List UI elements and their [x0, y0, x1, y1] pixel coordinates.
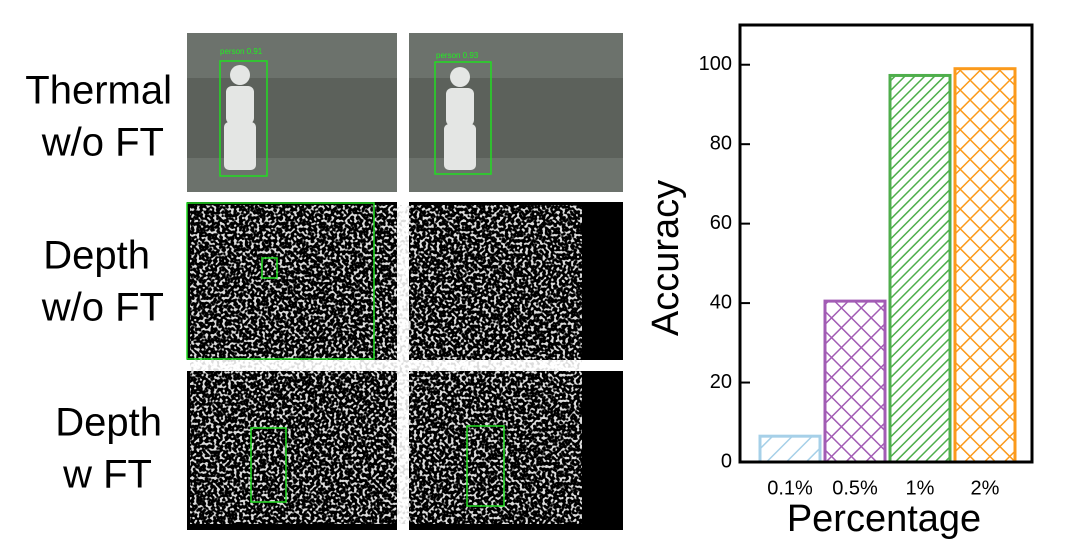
- image-grid: person 0.91 person 0.93: [186, 33, 623, 530]
- person: [444, 67, 476, 170]
- y-tick-label: 60: [710, 212, 732, 234]
- detection-label: person 0.93: [436, 51, 479, 60]
- y-tick-label: 80: [710, 132, 732, 154]
- y-tick-label: 0: [721, 450, 732, 472]
- y-tick-label: 40: [710, 291, 732, 313]
- bar: [953, 67, 1017, 464]
- row-labels: Thermal w/o FT Depth w/o FT Depth w FT: [25, 69, 172, 497]
- couch: [409, 78, 623, 158]
- row-label: w FT: [62, 453, 152, 497]
- row-label: Depth: [55, 401, 162, 445]
- y-tick-label: 20: [710, 371, 732, 393]
- x-tick-label: 0.1%: [767, 477, 813, 499]
- x-tick-label: 1%: [906, 477, 935, 499]
- row-label: Depth: [43, 234, 150, 278]
- row-label: w/o FT: [41, 286, 164, 330]
- x-tick-label: 0.5%: [832, 477, 878, 499]
- bar: [823, 299, 887, 464]
- y-axis-label: Accuracy: [645, 180, 687, 336]
- bar: [888, 73, 952, 464]
- bar-chart: Accuracy Percentage 0 20 40 60 80 100 0.1% 0.5%…: [645, 23, 1034, 540]
- bar: [758, 434, 822, 464]
- couch: [187, 78, 397, 158]
- row-label: Thermal: [25, 69, 172, 113]
- x-axis-label: Percentage: [787, 498, 981, 540]
- y-tick-label: 100: [699, 53, 732, 75]
- plot-frame: [738, 23, 1034, 464]
- x-tick-label: 2%: [971, 477, 1000, 499]
- detection-boxes: [186, 60, 505, 507]
- row-label: w/o FT: [41, 121, 164, 165]
- detection-label: person 0.91: [220, 47, 263, 56]
- person: [224, 65, 256, 170]
- depth-noise: [190, 205, 582, 524]
